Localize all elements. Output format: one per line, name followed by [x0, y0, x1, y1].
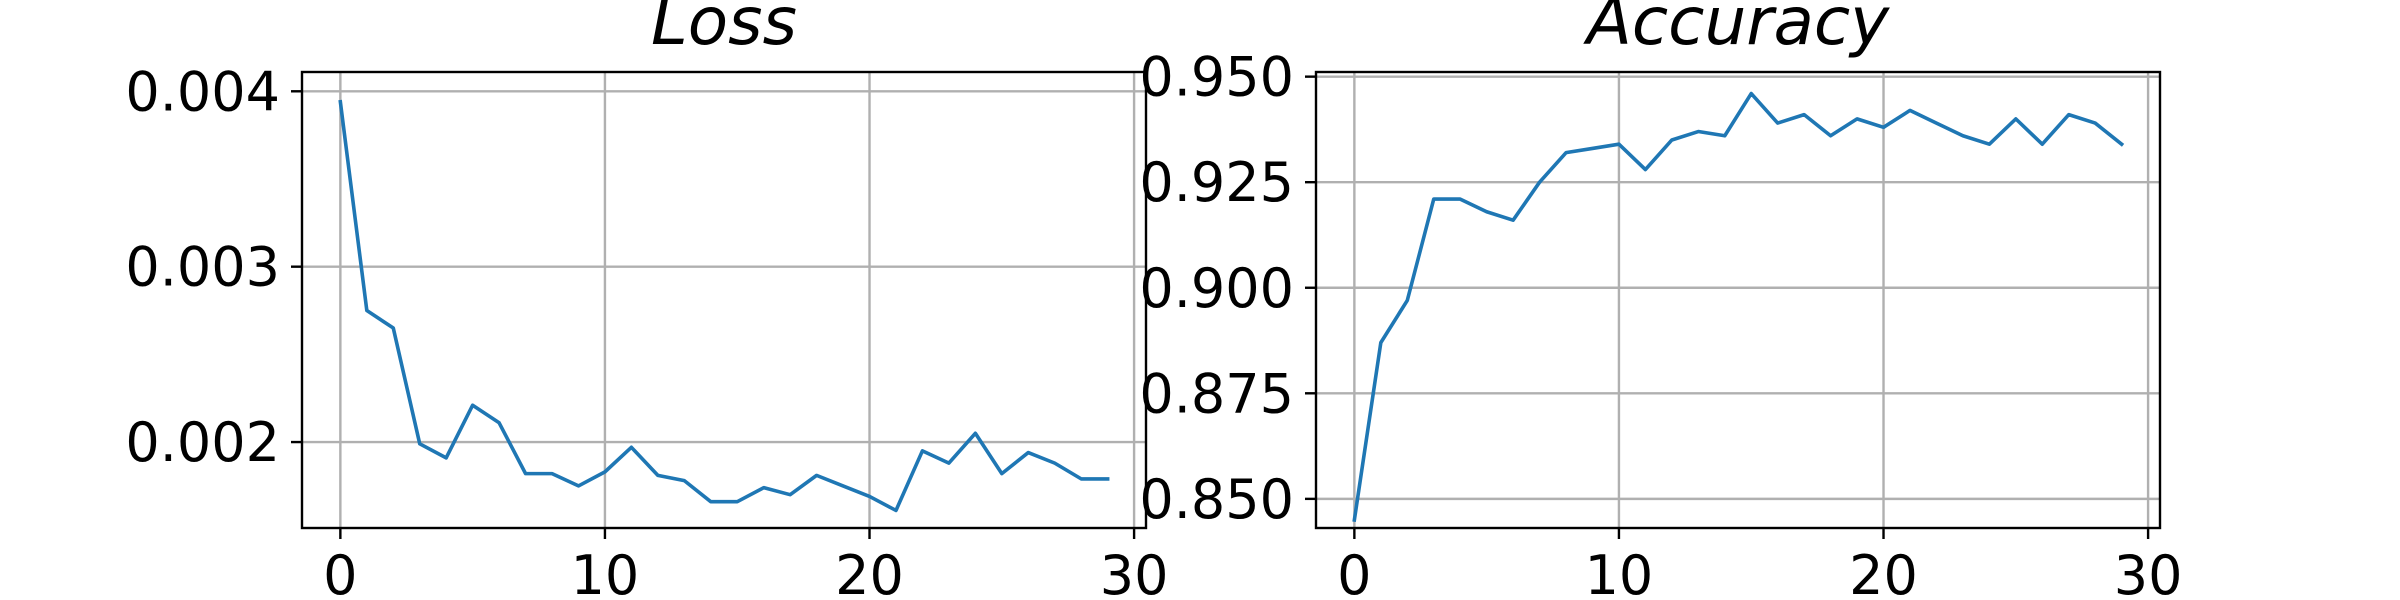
accuracy-ytick-label-4: 0.950: [1139, 46, 1294, 109]
loss-series-line-0: [338, 99, 1110, 513]
loss-ytick-label-0: 0.002: [125, 411, 280, 474]
loss-xtick-label-1: 10: [571, 544, 640, 600]
loss-xtick-label-3: 30: [1100, 544, 1169, 600]
accuracy-xtick-label-2: 20: [1849, 544, 1918, 600]
accuracy-xtick-label-3: 30: [2114, 544, 2183, 600]
accuracy-ytick-label-1: 0.875: [1139, 362, 1294, 425]
accuracy-xtick-label-1: 10: [1585, 544, 1654, 600]
accuracy-axes-frame: [1314, 70, 2162, 530]
loss-xtick-label-0: 0: [323, 544, 357, 600]
accuracy-series-line-0: [1352, 91, 2125, 523]
loss-chart-title: Loss: [651, 0, 797, 60]
loss-xtick-label-2: 20: [835, 544, 904, 600]
loss-chart: 0 10 20 30 0.002 0.003 0.004 Loss: [125, 0, 1168, 600]
loss-ytick-label-2: 0.004: [125, 60, 280, 123]
accuracy-ytick-label-2: 0.900: [1139, 257, 1294, 320]
loss-axes-frame: [300, 70, 1148, 530]
accuracy-chart: 0 10 20 30 0.850 0.875 0.900 0.925 0.950 Accuracy: [1139, 0, 2182, 600]
accuracy-chart-title: Accuracy: [1583, 0, 1890, 60]
accuracy-ytick-label-0: 0.850: [1139, 468, 1294, 531]
accuracy-ytick-label-3: 0.925: [1139, 151, 1294, 214]
loss-ytick-label-1: 0.003: [125, 236, 280, 299]
accuracy-xtick-label-0: 0: [1337, 544, 1371, 600]
